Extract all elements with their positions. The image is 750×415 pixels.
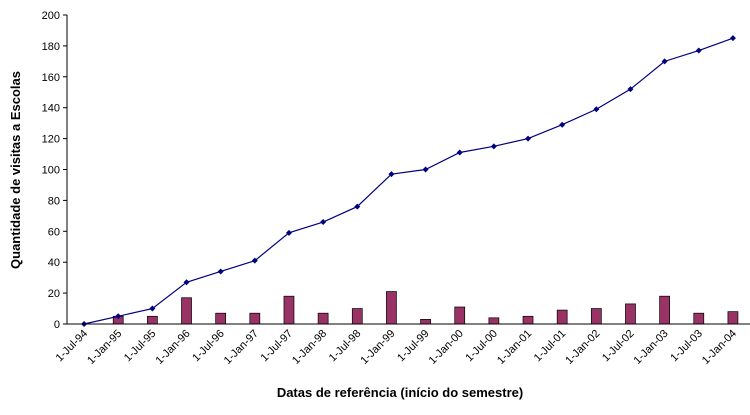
marker [115, 313, 122, 320]
marker [183, 279, 190, 286]
marker [388, 171, 395, 178]
bar [317, 312, 329, 325]
x-tick-label: 1-Jan-98 [290, 328, 329, 367]
line [83, 37, 734, 325]
y-tick-label: 200 [42, 10, 60, 22]
marker [525, 135, 532, 142]
bar [420, 319, 431, 325]
y-tick-label: 80 [48, 195, 60, 207]
y-tick-label: 120 [42, 134, 60, 146]
bar [249, 312, 261, 325]
bar [215, 312, 227, 325]
marker [627, 86, 634, 93]
marker [422, 166, 429, 173]
marker [456, 149, 463, 156]
bar [454, 306, 466, 325]
marker [251, 257, 258, 264]
marker [320, 219, 327, 226]
marker [593, 106, 600, 113]
y-tick-label: 180 [42, 41, 60, 53]
marker [695, 47, 702, 54]
y-tick-label: 40 [48, 257, 60, 269]
marker [729, 35, 736, 42]
x-tick-label: 1-Jan-00 [427, 328, 466, 367]
bar [556, 309, 568, 325]
x-tick-label: 1-Jan-04 [700, 328, 739, 367]
y-tick-label: 140 [42, 103, 60, 115]
bar [488, 317, 500, 325]
x-tick-label: 1-Jan-02 [563, 328, 602, 367]
bar [693, 312, 705, 325]
x-tick-label: 1-Jan-95 [85, 328, 124, 367]
bar [590, 308, 602, 325]
marker [217, 268, 224, 275]
bar [727, 311, 739, 325]
bar [522, 315, 534, 325]
y-tick-label: 20 [48, 288, 60, 300]
y-tick-label: 0 [54, 319, 60, 331]
bar [386, 291, 397, 325]
bar [283, 295, 295, 325]
marker [490, 143, 497, 150]
x-tick-label: 1-Jan-99 [358, 328, 397, 367]
marker [661, 58, 668, 65]
bar [659, 295, 670, 325]
bar [625, 303, 636, 325]
y-tick-label: 100 [42, 165, 60, 177]
bar [147, 315, 158, 325]
y-tick-label: 60 [48, 226, 60, 238]
bar [181, 297, 192, 325]
marker [354, 203, 361, 210]
x-tick-label: 1-Jan-03 [632, 328, 671, 367]
marker [149, 305, 156, 312]
marker [559, 121, 566, 128]
bar [351, 308, 363, 325]
x-tick-label: 1-Jan-97 [222, 328, 261, 367]
x-axis-label: Datas de referência (início do semestre) [277, 385, 523, 400]
y-axis-label: Quantidade de visitas a Escolas [8, 71, 23, 269]
y-tick-label: 160 [42, 72, 60, 84]
x-tick-label: 1-Jan-96 [153, 328, 192, 367]
marker [285, 229, 292, 236]
x-tick-label: 1-Jan-01 [495, 328, 534, 367]
